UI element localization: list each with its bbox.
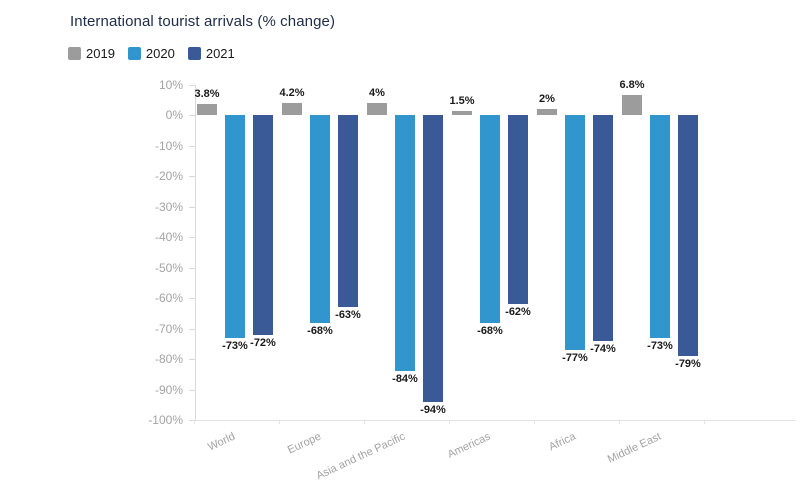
plot-area: 10% 0% -10% -20% -30% -40% -50% -60% -70% -80% -90… bbox=[148, 78, 796, 482]
bar-2021-europe bbox=[338, 115, 358, 308]
value-label-2021-americas: -62% bbox=[505, 306, 531, 319]
y-axis-tick-label: -30% bbox=[154, 199, 183, 214]
legend-swatch-icon bbox=[127, 47, 141, 60]
x-axis-tick-mark bbox=[618, 420, 620, 424]
y-axis-tick-mark bbox=[189, 420, 195, 421]
x-axis-tick-mark bbox=[363, 420, 365, 424]
x-axis-label-africa: Africa bbox=[546, 430, 578, 454]
bar-2019-middle-east bbox=[622, 94, 642, 116]
y-axis-tick-label: -90% bbox=[154, 382, 183, 397]
value-label-2020-world: -73% bbox=[222, 339, 248, 352]
legend-swatch-icon bbox=[187, 47, 201, 60]
y-axis-line bbox=[195, 85, 196, 420]
legend-item-2021: 2021 bbox=[187, 46, 235, 61]
y-axis-tick-label: -80% bbox=[154, 352, 183, 367]
x-axis-tick-mark bbox=[278, 420, 280, 424]
value-label-2021-world: -72% bbox=[250, 336, 276, 349]
value-label-2021-asia-and-the-pacific: -94% bbox=[420, 403, 446, 416]
x-axis-label-americas: Americas bbox=[445, 430, 493, 461]
y-axis-tick-label: 10% bbox=[158, 78, 183, 92]
value-label-2020-middle-east: -73% bbox=[647, 339, 673, 352]
bar-2020-europe bbox=[310, 115, 330, 323]
value-label-2020-europe: -68% bbox=[307, 324, 333, 337]
y-axis-tick-label: -20% bbox=[154, 169, 183, 184]
bar-2019-asia-and-the-pacific bbox=[367, 103, 387, 116]
bar-2020-world bbox=[225, 115, 245, 338]
value-label-2019-africa: 2% bbox=[539, 93, 555, 106]
y-axis-tick-label: -50% bbox=[154, 260, 183, 275]
y-axis-tick-label: -40% bbox=[154, 230, 183, 245]
y-axis-tick-mark bbox=[189, 206, 195, 208]
value-label-2020-asia-and-the-pacific: -84% bbox=[392, 373, 418, 386]
y-axis-tick-mark bbox=[189, 389, 195, 391]
bar-2019-americas bbox=[452, 110, 472, 116]
value-label-2019-europe: 4.2% bbox=[279, 86, 305, 99]
value-label-2019-middle-east: 6.8% bbox=[619, 78, 645, 91]
bar-2020-americas bbox=[480, 115, 500, 323]
bar-2019-world bbox=[197, 103, 217, 116]
y-axis-tick-mark bbox=[189, 237, 195, 239]
y-axis-tick-mark bbox=[189, 328, 195, 330]
value-label-2019-americas: 1.5% bbox=[449, 94, 475, 107]
legend-item-2020: 2020 bbox=[127, 46, 175, 61]
bar-2021-middle-east bbox=[678, 115, 698, 357]
bar-2021-americas bbox=[508, 115, 528, 305]
y-axis-tick-label: -70% bbox=[154, 321, 183, 336]
legend-label: 2019 bbox=[86, 46, 115, 61]
value-label-2021-middle-east: -79% bbox=[675, 358, 701, 371]
y-axis-tick-mark bbox=[189, 176, 195, 178]
value-label-2019-asia-and-the-pacific: 4% bbox=[369, 87, 385, 100]
x-axis-tick-mark bbox=[703, 420, 705, 424]
chart-title: International tourist arrivals (% change… bbox=[70, 13, 336, 30]
value-label-2019-world: 3.8% bbox=[194, 87, 220, 100]
x-axis-label-europe: Europe bbox=[285, 430, 323, 457]
value-label-2021-europe: -63% bbox=[335, 309, 361, 322]
bar-2020-africa bbox=[565, 115, 585, 350]
x-axis-label-world: World bbox=[206, 430, 238, 454]
bar-2021-asia-and-the-pacific bbox=[423, 115, 443, 402]
bar-2021-world bbox=[253, 115, 273, 335]
bar-2021-africa bbox=[593, 115, 613, 341]
x-axis-tick-mark bbox=[448, 420, 450, 424]
y-axis-tick-label: -60% bbox=[154, 291, 183, 306]
legend-item-2019: 2019 bbox=[68, 46, 115, 61]
y-axis-tick-mark bbox=[189, 115, 195, 117]
value-label-2020-americas: -68% bbox=[477, 324, 503, 337]
value-label-2021-africa: -74% bbox=[590, 342, 616, 355]
legend-label: 2020 bbox=[145, 46, 175, 61]
y-axis-tick-mark bbox=[189, 85, 195, 86]
x-axis-line bbox=[195, 420, 796, 421]
bar-2019-africa bbox=[537, 109, 557, 116]
bar-2020-middle-east bbox=[650, 115, 670, 338]
y-axis-tick-label: -100% bbox=[148, 413, 183, 427]
y-axis-tick-label: 0% bbox=[165, 108, 183, 123]
legend-swatch-icon bbox=[68, 47, 81, 60]
bar-2019-europe bbox=[282, 102, 302, 116]
x-axis-label-middle-east: Middle East bbox=[605, 430, 663, 466]
chart-legend: 2019 2020 2021 bbox=[68, 46, 235, 61]
y-axis-tick-label: -10% bbox=[154, 138, 183, 153]
y-axis-tick-mark bbox=[189, 267, 195, 269]
x-axis-label-asia-and-the-pacific: Asia and the Pacific bbox=[314, 430, 408, 483]
y-axis-tick-mark bbox=[189, 298, 195, 300]
value-label-2020-africa: -77% bbox=[562, 351, 588, 364]
y-axis-tick-mark bbox=[189, 145, 195, 147]
legend-label: 2021 bbox=[205, 46, 235, 61]
x-axis-tick-mark bbox=[193, 420, 195, 424]
x-axis-tick-mark bbox=[533, 420, 535, 424]
bar-2020-asia-and-the-pacific bbox=[395, 115, 415, 372]
y-axis-tick-mark bbox=[189, 359, 195, 361]
